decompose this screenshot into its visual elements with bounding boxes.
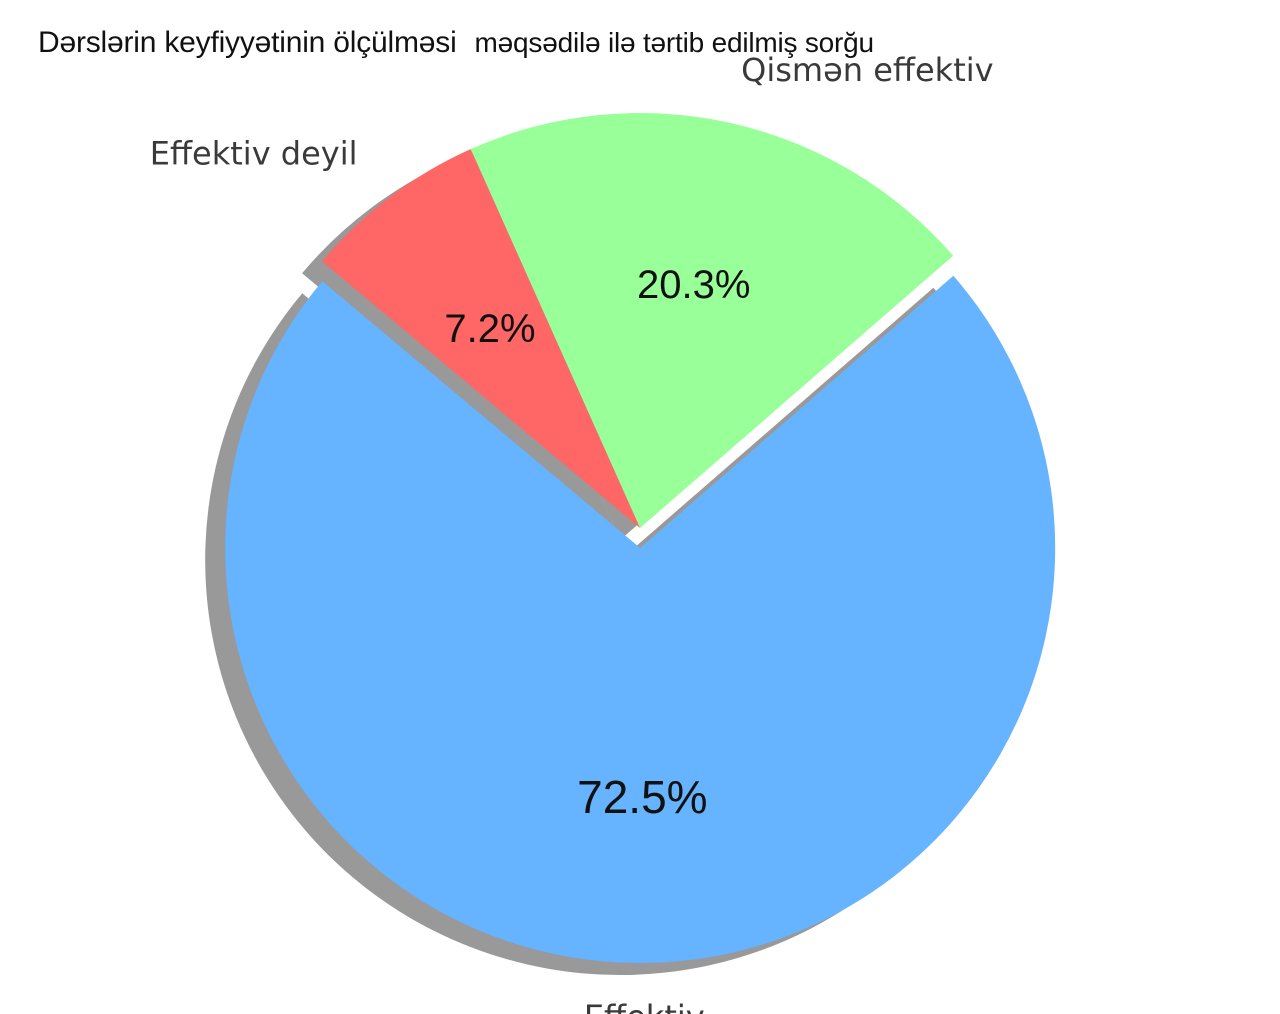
chart-title: Dərslərin keyfiyyətinin ölçülməsi məqsədi… (38, 26, 874, 60)
slice-pct-effektiv-deyil: 7.2% (444, 307, 535, 351)
slice-pct-effektiv: 72.5% (577, 771, 707, 823)
slice-label-effektiv-deyil: Effektiv deyil (150, 135, 358, 173)
pie-slice-effektiv (225, 275, 1056, 963)
pie-labels: Effektiv 72.5% Qismən effektiv 20.3% Effekti… (150, 51, 994, 1014)
slice-label-effektiv: Effektiv (584, 998, 705, 1014)
chart-title-main: Dərslərin keyfiyyətinin ölçülməsi (38, 26, 457, 59)
slice-label-qismən-effektiv: Qismən effektiv (741, 51, 993, 89)
slice-pct-qismən-effektiv: 20.3% (637, 263, 750, 307)
chart-title-sub: məqsədilə ilə tərtib edilmiş sorğu (474, 27, 875, 58)
pie-slice-qismən-effektiv (470, 113, 954, 528)
pie-wedges (225, 113, 1056, 963)
pie-slice-effektiv-deyil (322, 149, 640, 528)
